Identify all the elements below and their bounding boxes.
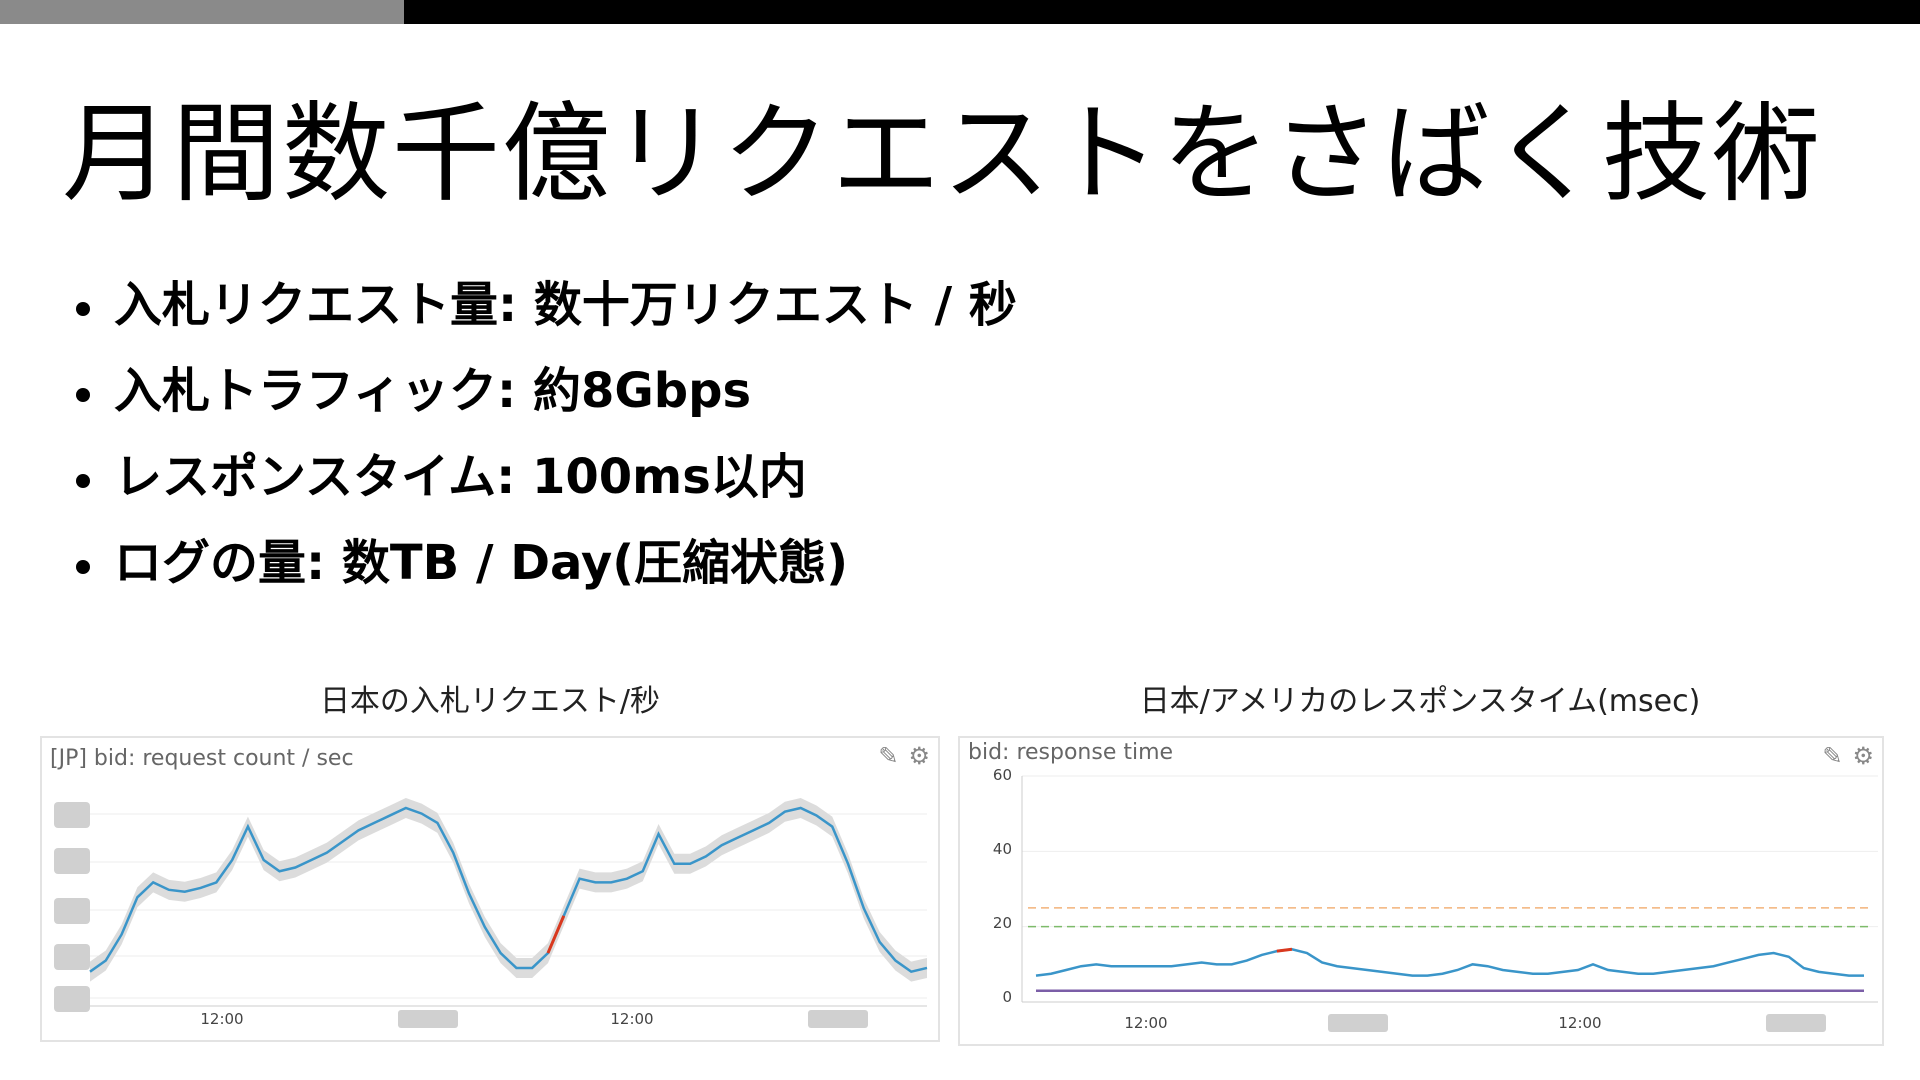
blurred-y-label — [54, 848, 90, 874]
blurred-y-label — [54, 986, 90, 1012]
x-tick-label: 12:00 — [1124, 1014, 1167, 1032]
y-tick-label: 0 — [1002, 988, 1012, 1006]
series-line — [1035, 947, 1864, 977]
blurred-y-label — [54, 898, 90, 924]
series-line — [89, 806, 928, 974]
anomaly-segment — [1276, 947, 1293, 953]
request-count-chart: 12:00 12:00 — [54, 798, 928, 1028]
right-chart-caption: 日本/アメリカのレスポンスタイム(msec) — [1139, 684, 1701, 719]
blurred-x-label — [398, 1010, 458, 1028]
request-count-panel: 12:00 12:00 [JP] bid: request count / se… — [40, 736, 940, 1042]
bullet-item: レスポンスタイム: 100ms以内 — [74, 434, 1017, 520]
x-tick-label: 12:00 — [1558, 1014, 1601, 1032]
top-bar-accent — [0, 0, 404, 24]
top-bar — [0, 0, 1920, 24]
blurred-x-label — [1328, 1014, 1388, 1032]
bullet-item: ログの量: 数TB / Day(圧縮状態) — [74, 520, 1017, 606]
y-tick-label: 60 — [993, 766, 1012, 784]
response-time-chart: 60 40 20 0 12:00 12:00 — [993, 766, 1878, 1032]
gear-icon[interactable]: ⚙ — [1852, 742, 1874, 770]
confidence-band — [90, 798, 927, 982]
panel-title: [JP] bid: request count / sec — [50, 746, 354, 771]
panel-tools: ✎ ⚙ — [1812, 742, 1874, 770]
blurred-y-label — [54, 944, 90, 970]
bullet-item: 入札リクエスト量: 数十万リクエスト / 秒 — [74, 262, 1017, 348]
anomaly-segment — [546, 915, 566, 954]
gear-icon[interactable]: ⚙ — [908, 742, 930, 770]
x-tick-label: 12:00 — [200, 1010, 243, 1028]
blurred-x-label — [1766, 1014, 1826, 1032]
response-time-panel: 60 40 20 0 12:00 12:00 bid: response tim… — [958, 736, 1884, 1046]
bullet-item: 入札トラフィック: 約8Gbps — [74, 348, 1017, 434]
panel-title: bid: response time — [968, 740, 1174, 765]
blurred-y-label — [54, 802, 90, 828]
pencil-icon[interactable]: ✎ — [878, 742, 899, 770]
panel-tools: ✎ ⚙ — [868, 742, 930, 770]
x-tick-label: 12:00 — [610, 1010, 653, 1028]
pencil-icon[interactable]: ✎ — [1822, 742, 1843, 770]
bullet-list: 入札リクエスト量: 数十万リクエスト / 秒 入札トラフィック: 約8Gbps … — [74, 262, 1017, 606]
slide-title: 月間数千億リクエストをさばく技術 — [62, 92, 1823, 217]
left-chart-caption: 日本の入札リクエスト/秒 — [319, 684, 661, 719]
y-tick-label: 40 — [993, 840, 1012, 858]
blurred-x-label — [808, 1010, 868, 1028]
y-tick-label: 20 — [993, 914, 1012, 932]
